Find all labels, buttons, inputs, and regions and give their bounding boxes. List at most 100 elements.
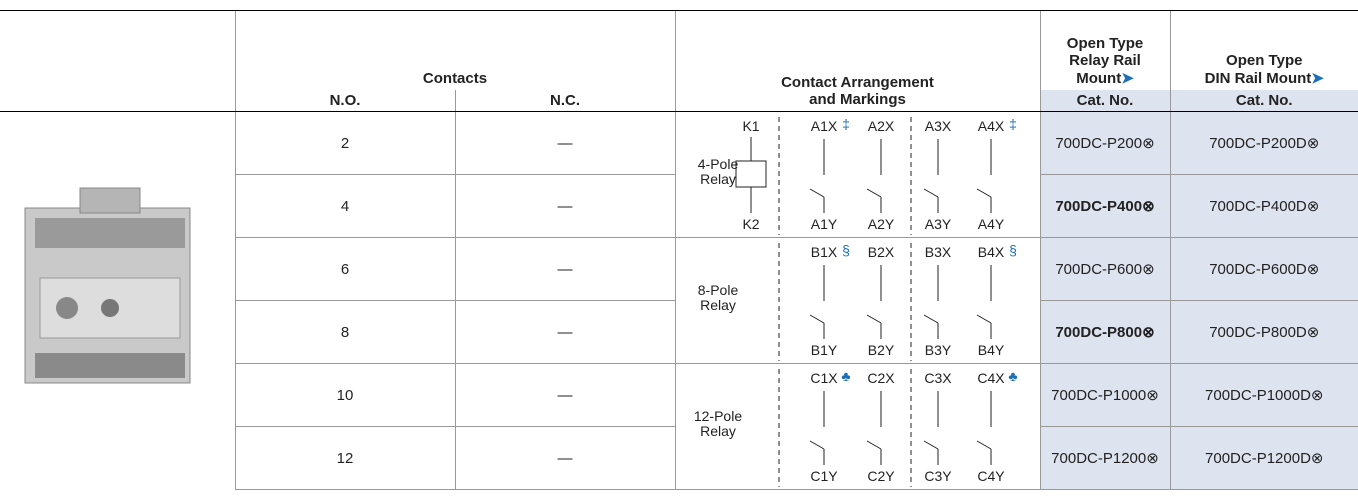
data-row: 12— 700DC-P1200⊗ 700DC-P1200D⊗ <box>0 426 1358 490</box>
terminal-label: C3X <box>924 370 952 386</box>
data-row: 4— 700DC-P400⊗ 700DC-P400D⊗ <box>0 174 1358 238</box>
header-nc: N.C. <box>454 90 675 112</box>
header-relay_rail: Open Type Relay Rail Mount➤ <box>1039 10 1170 90</box>
header-line: Contact Arrangement <box>781 74 934 91</box>
footnote-symbol: ♣ <box>841 368 850 384</box>
relay-body <box>24 187 191 384</box>
contact-diagram: 8-Pole Relay B1X § B1Y B2X B2Y B3X B3Y B4X § B4Y <box>697 242 1017 361</box>
relay-photo <box>24 187 191 384</box>
footnote-symbol: ➤ <box>1311 70 1324 87</box>
terminal-label: A2Y <box>867 216 894 232</box>
header-text: Open Type <box>1066 35 1144 52</box>
relay-label: 12-Pole Relay <box>693 408 741 439</box>
header-row: N.O. N.C. Cat. No. Cat. No. <box>0 90 1358 112</box>
nc-count: — <box>454 426 675 490</box>
contact-blade <box>976 188 991 197</box>
terminal-label: C2Y <box>867 468 895 484</box>
terminal-label: C2X <box>867 370 895 386</box>
relay-label-line: 4-Pole <box>697 156 738 172</box>
table-wrap: Contacts Contact Arrangement and Markings O… <box>0 10 1358 490</box>
header-line: Mount➤ <box>1041 69 1170 87</box>
header-no: N.O. <box>234 90 455 112</box>
relay-label-line: Relay <box>700 423 736 439</box>
data-row: 6— 8-Pole Relay B1X § B1Y B2X B2Y B3X B3Y B4X § B4Y 7… <box>0 237 1358 364</box>
header-contacts: Contacts <box>234 10 675 90</box>
relay-label: 8-Pole Relay <box>697 282 738 313</box>
data-row: 10—12-Pole Relay C1X ♣ C1Y C2X C2Y C3X C3Y C4X ♣ C4… <box>0 363 1358 490</box>
terminal-label: B1X <box>810 244 837 260</box>
terminal-label: A1X <box>810 118 837 134</box>
cat-relay: 700DC-P400⊗ <box>1039 174 1170 238</box>
terminal-label: B4X <box>977 244 1004 260</box>
header-cat: Cat. No. <box>1039 90 1170 112</box>
header-line: DIN Rail Mount➤ <box>1171 69 1358 87</box>
data-row: 8— 700DC-P800⊗ 700DC-P800D⊗ <box>0 300 1358 364</box>
coil-label: K2 <box>742 216 759 232</box>
arrangement: 12-Pole Relay C1X ♣ C1Y C2X C2Y C3X C3Y C4X ♣ C4Y <box>674 363 1040 490</box>
header-cat: Cat. No. <box>1169 90 1358 112</box>
terminal-label: A4Y <box>977 216 1004 232</box>
arrangement: 8-Pole Relay B1X § B1Y B2X B2Y B3X B3Y B4X § B4Y <box>674 237 1040 364</box>
no-count: 12 <box>234 426 455 490</box>
no-count: 10 <box>234 363 455 427</box>
arrangement: 4-Pole Relay K1 K2 A1X ‡ A1Y A2X A2Y A3X A3Y A4X ‡ A4… <box>674 111 1040 238</box>
coil <box>735 160 766 187</box>
header-text: Mount <box>1076 70 1122 87</box>
terminal-label: A3X <box>924 118 951 134</box>
header-line: Relay Rail <box>1041 52 1170 69</box>
contact-blade <box>923 188 938 197</box>
contact-blade <box>809 440 824 449</box>
footnote-symbol: ‡ <box>842 116 850 132</box>
terminal-label: B1Y <box>810 342 837 358</box>
contact-blade <box>809 314 824 323</box>
cat-relay: 700DC-P1000⊗ <box>1039 363 1170 427</box>
terminal-label: B3X <box>924 244 951 260</box>
terminal-label: A3Y <box>924 216 951 232</box>
cat-din: 700DC-P200D⊗ <box>1169 111 1358 175</box>
relay-label-line: 12-Pole <box>693 408 741 424</box>
header-line: and Markings <box>809 91 906 108</box>
no-count: 8 <box>234 300 455 364</box>
contact-blade <box>866 440 881 449</box>
no-count: 6 <box>234 237 455 301</box>
footnote-symbol: § <box>1009 242 1017 258</box>
cat-relay: 700DC-P600⊗ <box>1039 237 1170 301</box>
footnote-symbol: ➤ <box>1121 70 1134 87</box>
cat-relay: 700DC-P800⊗ <box>1039 300 1170 364</box>
spec-table: Contacts Contact Arrangement and Markings O… <box>0 10 1358 490</box>
terminal-label: C4X <box>977 370 1005 386</box>
terminal-label: B2Y <box>867 342 894 358</box>
terminal-label: C1Y <box>810 468 838 484</box>
cat-din: 700DC-P600D⊗ <box>1169 237 1358 301</box>
cat-din: 700DC-P400D⊗ <box>1169 174 1358 238</box>
no-count: 4 <box>234 174 455 238</box>
terminal-label: A2X <box>867 118 894 134</box>
terminal-label: B2X <box>867 244 894 260</box>
footnote-symbol: § <box>842 242 850 258</box>
nc-count: — <box>454 237 675 301</box>
cat-din: 700DC-P1200D⊗ <box>1169 426 1358 490</box>
terminal-label: B3Y <box>924 342 951 358</box>
contact-blade <box>976 440 991 449</box>
terminal-label: C3Y <box>924 468 952 484</box>
contact-blade <box>923 314 938 323</box>
terminal-label: C1X <box>810 370 838 386</box>
relay-label-line: Relay <box>700 171 736 187</box>
contact-blade <box>866 188 881 197</box>
header-blank <box>0 90 235 112</box>
contact-blade <box>923 440 938 449</box>
nc-count: — <box>454 174 675 238</box>
table-body: Contacts Contact Arrangement and Markings O… <box>0 10 1358 490</box>
header-text: Relay Rail <box>1069 52 1141 69</box>
header-line: Open Type <box>1171 52 1358 69</box>
terminal-label: B4Y <box>977 342 1004 358</box>
contact-blade <box>976 314 991 323</box>
relay-label-line: Relay <box>700 297 736 313</box>
header-arrangement: Contact Arrangement and Markings <box>674 10 1040 112</box>
nc-count: — <box>454 363 675 427</box>
header-text: DIN Rail Mount <box>1204 70 1312 87</box>
header-blank <box>0 10 235 90</box>
terminal-label: C4Y <box>977 468 1005 484</box>
